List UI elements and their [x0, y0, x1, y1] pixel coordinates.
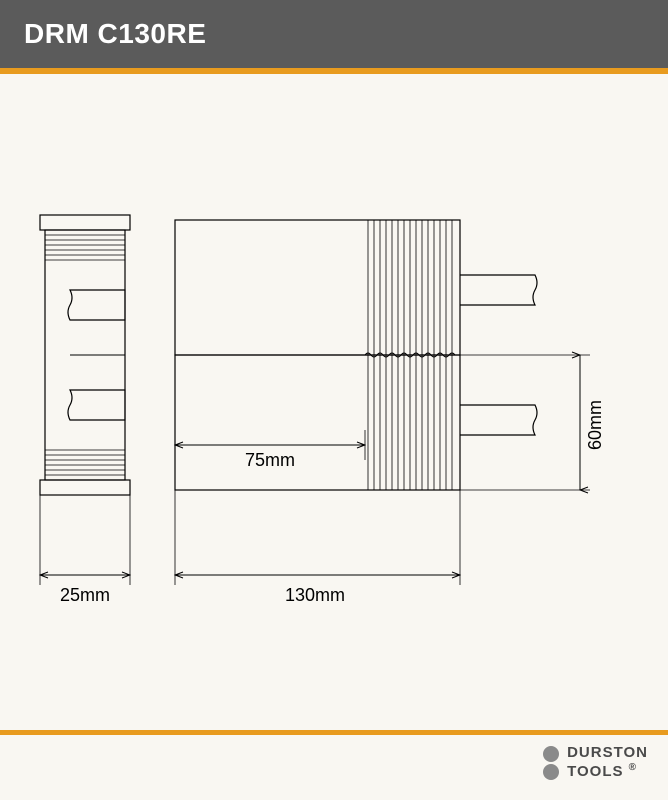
- dim-25mm: 25mm: [60, 585, 110, 606]
- brand-line2: TOOLS: [567, 763, 623, 780]
- technical-diagram: 25mm 130mm 75mm 60mm: [0, 90, 668, 670]
- logo-circles-icon: [543, 746, 559, 780]
- brand-text: DURSTON TOOLS ®: [567, 745, 648, 780]
- rollers: [175, 220, 460, 490]
- dim-75mm: 75mm: [245, 450, 295, 471]
- product-title: DRM C130RE: [24, 18, 644, 50]
- dim-60mm: 60mm: [585, 400, 606, 450]
- left-block: [40, 215, 130, 495]
- reg-mark: ®: [629, 762, 637, 773]
- footer: DURSTON TOOLS ®: [0, 730, 668, 780]
- dim-130mm: 130mm: [285, 585, 345, 606]
- diagram-svg: [0, 90, 668, 670]
- brand-logo: DURSTON TOOLS ®: [543, 745, 648, 780]
- brand-line1: DURSTON: [567, 744, 648, 761]
- header: DRM C130RE: [0, 0, 668, 74]
